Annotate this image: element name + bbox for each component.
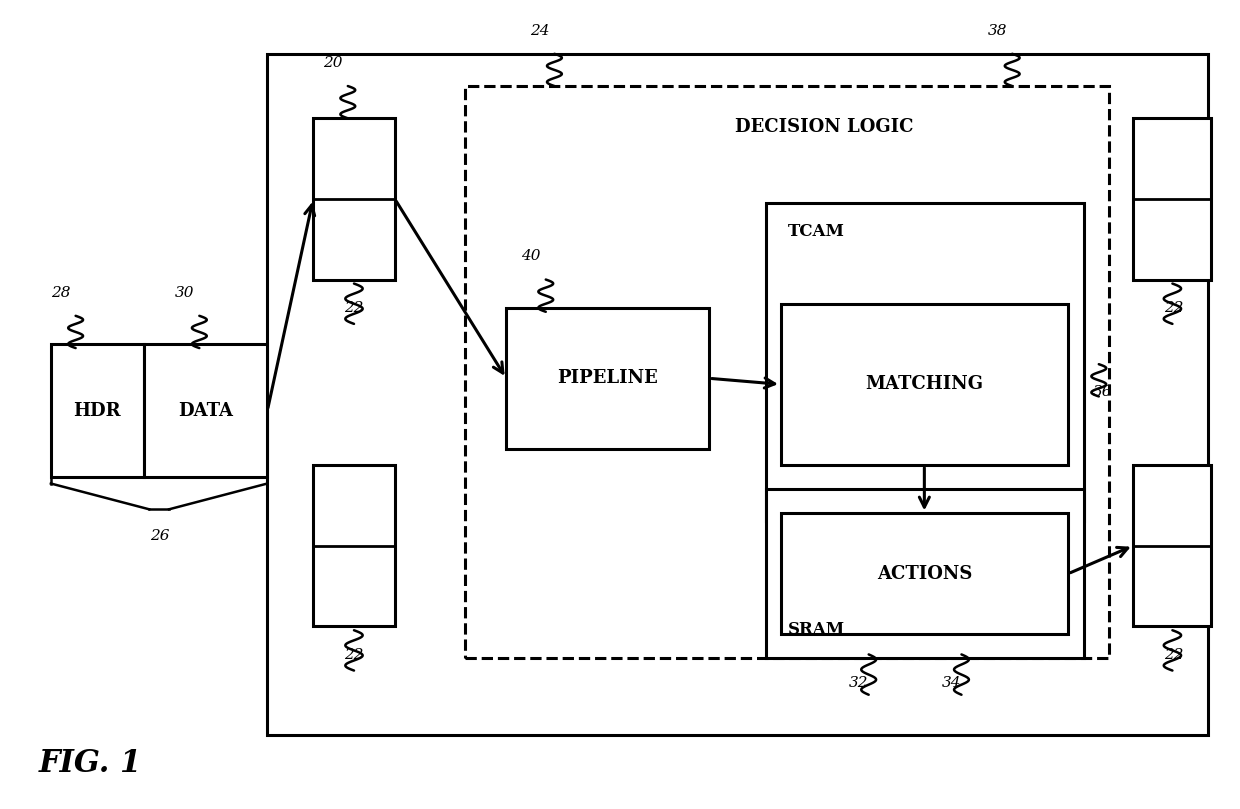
Text: 22: 22	[1164, 648, 1184, 662]
Text: 32: 32	[849, 676, 868, 690]
Text: ACTIONS: ACTIONS	[877, 565, 972, 582]
Bar	[781, 303, 1068, 465]
Text: 40: 40	[521, 249, 541, 264]
Text: 22: 22	[345, 648, 363, 662]
Bar	[465, 86, 1109, 659]
Bar	[766, 203, 1084, 522]
Text: 34: 34	[942, 676, 961, 690]
Text: FIG. 1: FIG. 1	[38, 748, 141, 779]
Text: 22: 22	[1164, 301, 1184, 316]
Text: HDR: HDR	[73, 401, 122, 420]
Bar	[1133, 465, 1211, 626]
Text: TCAM: TCAM	[789, 223, 846, 240]
Bar	[506, 307, 709, 449]
Bar	[314, 118, 394, 280]
Text: MATCHING: MATCHING	[866, 375, 983, 393]
Text: 38: 38	[987, 23, 1007, 38]
Bar	[1133, 118, 1211, 280]
Bar	[268, 53, 1208, 735]
Text: 36: 36	[1092, 385, 1112, 400]
Text: DECISION LOGIC: DECISION LOGIC	[735, 118, 914, 136]
Text: 22: 22	[345, 301, 363, 316]
Text: 30: 30	[175, 286, 195, 299]
Text: 24: 24	[529, 23, 549, 38]
Text: SRAM: SRAM	[789, 621, 846, 638]
Text: PIPELINE: PIPELINE	[557, 369, 658, 388]
Bar	[314, 465, 394, 626]
Text: DATA: DATA	[179, 401, 233, 420]
Text: 26: 26	[150, 529, 170, 544]
Text: 28: 28	[51, 286, 71, 299]
Bar	[781, 514, 1068, 634]
Bar	[766, 489, 1084, 659]
Text: 20: 20	[324, 56, 342, 70]
Bar	[51, 344, 144, 477]
Bar	[144, 344, 268, 477]
